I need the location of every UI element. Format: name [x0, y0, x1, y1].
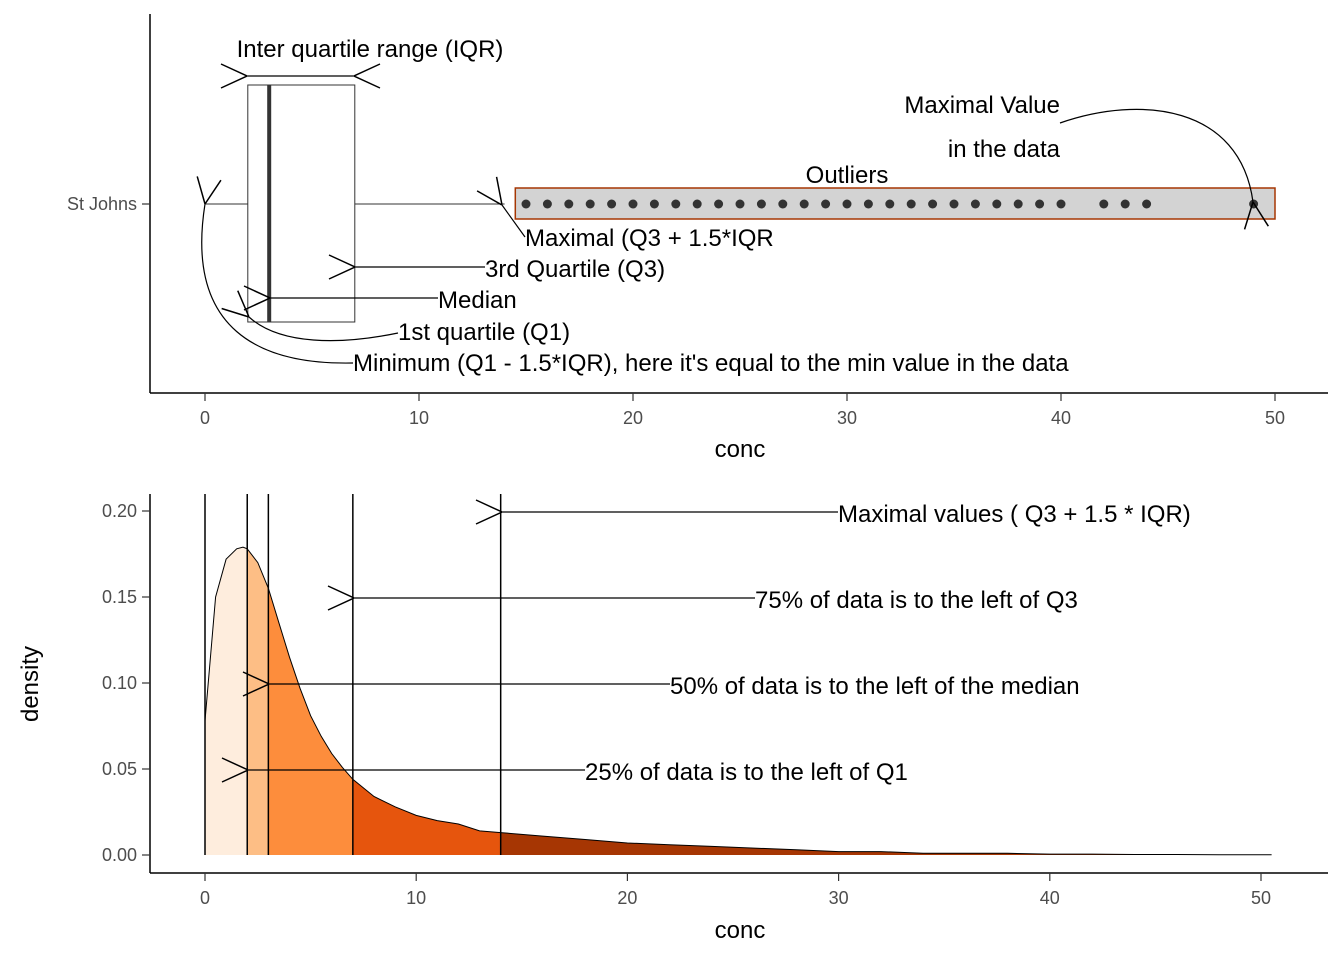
- density-y-axis-title: density: [17, 646, 44, 722]
- outlier-point: [649, 199, 659, 209]
- q1-label: 1st quartile (Q1): [398, 319, 570, 346]
- x-tick-label: 40: [1051, 408, 1071, 428]
- q1-pct-label: 25% of data is to the left of Q1: [585, 759, 908, 786]
- maximal-values-label: Maximal values ( Q3 + 1.5 * IQR): [838, 501, 1191, 528]
- x-tick-label: 50: [1251, 888, 1271, 908]
- minimum-arrow: [202, 204, 354, 364]
- density-annotation-arrows: [248, 512, 838, 770]
- density-y-ticks: 0.00 0.05 0.10 0.15 0.20: [102, 501, 150, 865]
- outlier-point: [756, 199, 766, 209]
- outlier-point: [692, 199, 702, 209]
- iqr-box: [247, 84, 356, 323]
- outlier-point: [842, 199, 852, 209]
- outlier-point: [821, 199, 831, 209]
- outlier-point: [542, 199, 552, 209]
- iqr-label: Inter quartile range (IQR): [237, 36, 504, 63]
- density-segment-5: [500, 832, 1272, 855]
- density-segment-4: [352, 779, 501, 855]
- y-tick-label: 0.00: [102, 845, 137, 865]
- outlier-point: [1013, 199, 1023, 209]
- density-fill-areas: [205, 547, 1272, 855]
- density-x-axis-title: conc: [715, 917, 766, 944]
- outlier-point: [1142, 199, 1152, 209]
- outlier-point: [1120, 199, 1130, 209]
- x-tick-label: 0: [200, 888, 210, 908]
- outlier-point: [714, 199, 724, 209]
- y-tick-label: 0.20: [102, 501, 137, 521]
- y-tick-label: 0.10: [102, 673, 137, 693]
- density-segment-2: [247, 548, 269, 855]
- outlier-point: [799, 199, 809, 209]
- boxplot-panel: St Johns 0 10 20 30 40 50 conc Inter quartile…: [67, 14, 1328, 463]
- outlier-point: [863, 199, 873, 209]
- x-tick-label: 30: [837, 408, 857, 428]
- outlier-point: [1249, 199, 1259, 209]
- max-value-arrow: [1059, 108, 1253, 202]
- boxplot-x-ticks: 0 10 20 30 40 50: [200, 393, 1285, 428]
- outlier-point: [949, 199, 959, 209]
- outlier-point: [671, 199, 681, 209]
- boxplot-category-label: St Johns: [67, 194, 137, 214]
- outlier-point: [607, 199, 617, 209]
- outlier-point: [885, 199, 895, 209]
- x-tick-label: 40: [1040, 888, 1060, 908]
- x-tick-label: 50: [1265, 408, 1285, 428]
- outlier-point: [1056, 199, 1066, 209]
- q3-pct-label: 75% of data is to the left of Q3: [755, 587, 1078, 614]
- x-tick-label: 20: [623, 408, 643, 428]
- outlier-point: [628, 199, 638, 209]
- median-pct-label: 50% of data is to the left of the median: [670, 673, 1080, 700]
- maximal-arrow: [502, 205, 526, 238]
- boxplot-x-axis-title: conc: [715, 436, 766, 463]
- x-tick-label: 30: [829, 888, 849, 908]
- q3-label: 3rd Quartile (Q3): [485, 256, 665, 283]
- x-tick-label: 0: [200, 408, 210, 428]
- outlier-point: [735, 199, 745, 209]
- outlier-points: [521, 199, 1259, 209]
- outlier-point: [970, 199, 980, 209]
- density-panel: 0.00 0.05 0.10 0.15 0.20 0 10 20 30 40 50 conc de…: [17, 494, 1328, 944]
- x-tick-label: 10: [409, 408, 429, 428]
- outlier-point: [928, 199, 938, 209]
- density-segment-1: [205, 547, 248, 855]
- maximal-label: Maximal (Q3 + 1.5*IQR: [525, 225, 774, 252]
- boxplot-annotation-arrows: [202, 76, 1253, 364]
- density-segment-3: [268, 588, 353, 855]
- x-tick-label: 10: [406, 888, 426, 908]
- outlier-point: [585, 199, 595, 209]
- outlier-point: [564, 199, 574, 209]
- y-tick-label: 0.05: [102, 759, 137, 779]
- density-x-ticks: 0 10 20 30 40 50: [200, 873, 1271, 908]
- max-value-label-line1: Maximal Value: [904, 92, 1060, 119]
- outlier-point: [521, 199, 531, 209]
- y-tick-label: 0.15: [102, 587, 137, 607]
- outlier-point: [906, 199, 916, 209]
- minimum-label: Minimum (Q1 - 1.5*IQR), here it's equal …: [353, 350, 1069, 377]
- density-curve: [204, 546, 1272, 856]
- max-value-label-line2: in the data: [948, 136, 1061, 163]
- median-label: Median: [438, 287, 517, 314]
- outlier-point: [778, 199, 788, 209]
- outlier-point: [1035, 199, 1045, 209]
- q1-arrow: [249, 317, 399, 342]
- outlier-point: [1099, 199, 1109, 209]
- outlier-point: [992, 199, 1002, 209]
- outliers-label: Outliers: [806, 162, 889, 189]
- x-tick-label: 20: [617, 888, 637, 908]
